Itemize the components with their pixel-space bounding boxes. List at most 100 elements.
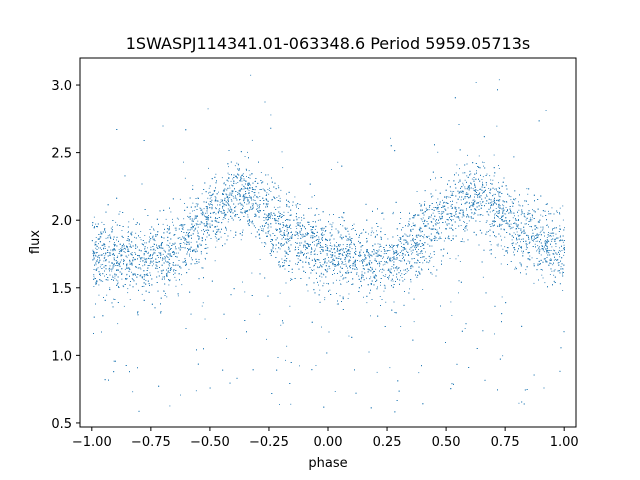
- data-point: [121, 272, 123, 274]
- data-point: [528, 243, 530, 244]
- data-point: [550, 235, 552, 237]
- data-point: [222, 218, 224, 220]
- data-point: [187, 215, 188, 217]
- data-point: [540, 226, 542, 228]
- data-point: [152, 256, 153, 258]
- data-point: [521, 250, 523, 252]
- data-point: [157, 271, 159, 273]
- data-point: [227, 221, 229, 223]
- data-point: [511, 201, 513, 203]
- data-point: [285, 238, 287, 240]
- data-point: [403, 239, 405, 241]
- data-point: [495, 188, 497, 190]
- data-point: [199, 243, 201, 245]
- data-point: [216, 231, 218, 232]
- data-point: [524, 216, 526, 218]
- data-point: [553, 249, 555, 251]
- data-point: [277, 220, 279, 222]
- data-point: [375, 235, 376, 237]
- data-point: [553, 274, 555, 276]
- data-point: [487, 213, 489, 215]
- data-point: [542, 215, 544, 217]
- data-point: [246, 198, 248, 200]
- data-point: [152, 249, 154, 251]
- data-point: [485, 222, 487, 223]
- data-point: [339, 272, 341, 273]
- data-point: [351, 229, 353, 230]
- data-point: [173, 224, 174, 226]
- data-point: [337, 257, 339, 259]
- data-point: [503, 213, 505, 215]
- data-point: [564, 227, 565, 229]
- data-point: [313, 241, 315, 242]
- data-point: [97, 267, 99, 269]
- data-point: [272, 218, 274, 219]
- data-point: [185, 234, 187, 236]
- data-point: [95, 237, 97, 238]
- data-point: [501, 296, 503, 298]
- data-point: [330, 242, 331, 244]
- data-point: [437, 204, 439, 206]
- data-point: [493, 220, 495, 221]
- data-point: [505, 207, 507, 208]
- data-point: [317, 219, 319, 221]
- data-point: [134, 236, 135, 238]
- data-point: [328, 257, 329, 258]
- data-point: [333, 244, 335, 246]
- data-point: [117, 280, 119, 282]
- data-point: [301, 235, 303, 237]
- data-point: [314, 244, 315, 246]
- data-point: [305, 233, 306, 235]
- data-point: [455, 216, 457, 218]
- data-point: [543, 231, 545, 233]
- data-point: [195, 223, 197, 225]
- data-point: [318, 284, 319, 286]
- data-point: [414, 224, 416, 226]
- data-point: [98, 247, 99, 249]
- data-point: [396, 258, 398, 260]
- data-point: [411, 246, 413, 248]
- data-point: [262, 226, 264, 227]
- data-point: [267, 189, 269, 190]
- data-point: [512, 217, 514, 219]
- data-point: [466, 209, 467, 211]
- data-point: [499, 191, 501, 193]
- data-point: [100, 236, 102, 238]
- data-point: [242, 229, 244, 231]
- data-point: [493, 175, 495, 177]
- data-point: [559, 250, 561, 252]
- data-point: [348, 293, 350, 295]
- data-point: [223, 212, 225, 214]
- data-point: [116, 239, 117, 241]
- data-point: [551, 270, 553, 272]
- data-point: [432, 212, 434, 214]
- data-point: [163, 249, 165, 251]
- data-point: [159, 252, 161, 254]
- data-point: [490, 244, 492, 246]
- data-point: [531, 219, 533, 221]
- data-point: [95, 264, 97, 266]
- data-point: [192, 202, 194, 204]
- data-point: [253, 189, 255, 190]
- data-point: [451, 315, 453, 316]
- data-point: [227, 208, 229, 210]
- data-point: [472, 199, 474, 201]
- data-point: [247, 188, 249, 189]
- data-point: [408, 223, 410, 225]
- data-point: [514, 199, 516, 201]
- data-point: [391, 266, 393, 267]
- data-point: [495, 208, 497, 209]
- data-point: [114, 242, 115, 243]
- data-point: [332, 262, 334, 264]
- data-point: [494, 188, 496, 190]
- data-point: [538, 220, 540, 222]
- data-point: [339, 270, 341, 272]
- data-point: [259, 313, 261, 315]
- data-point: [513, 232, 515, 234]
- data-point: [195, 390, 197, 392]
- data-point: [257, 197, 259, 199]
- data-point: [502, 204, 503, 206]
- data-point: [216, 225, 218, 227]
- data-point: [502, 220, 504, 222]
- data-point: [459, 261, 461, 262]
